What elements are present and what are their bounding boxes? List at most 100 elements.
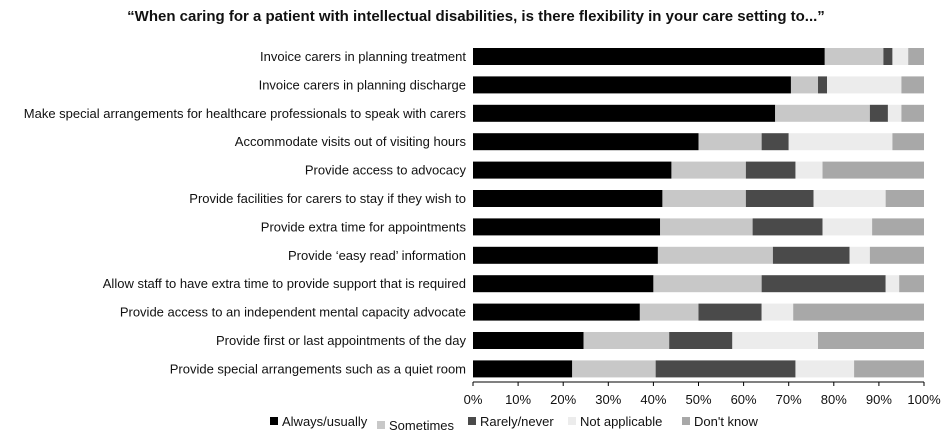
legend-label: Sometimes: [389, 418, 455, 433]
bar-segment-8-series-4: [849, 246, 870, 264]
bar-segment-12-series-4: [795, 360, 855, 378]
legend-label: Always/usually: [282, 414, 368, 429]
x-tick-label: 30%: [595, 392, 621, 407]
bar-segment-6-series-5: [885, 190, 924, 207]
bar-segment-3-series-1: [473, 104, 776, 122]
category-label: Provide access to advocacy: [305, 163, 467, 178]
bar-segment-3-series-3: [869, 104, 888, 122]
x-tick-label: 50%: [685, 392, 711, 407]
x-tick-label: 90%: [866, 392, 892, 407]
bar-segment-7-series-4: [822, 218, 873, 236]
bar-segment-1-series-4: [892, 48, 909, 65]
category-label: Provide special arrangements such as a q…: [170, 361, 466, 376]
bar-segment-4-series-3: [761, 133, 789, 151]
category-label: Make special arrangements for healthcare…: [24, 106, 467, 121]
bar-segment-11-series-4: [732, 332, 819, 349]
bar-segment-7-series-2: [660, 218, 753, 236]
category-label: Provide facilities for carers to stay if…: [189, 191, 466, 206]
legend-label: Don't know: [694, 414, 759, 429]
bar-segment-6-series-1: [473, 190, 663, 207]
bar-segment-6-series-3: [745, 190, 814, 207]
bar-segment-2-series-3: [818, 76, 828, 94]
legend-label: Not applicable: [580, 414, 662, 429]
x-tick-label: 10%: [505, 392, 531, 407]
bar-segment-3-series-2: [775, 104, 870, 122]
bar-segment-5-series-3: [745, 161, 796, 179]
x-tick-label: 60%: [731, 392, 757, 407]
bar-segment-1-series-3: [883, 48, 893, 65]
legend-swatch: [270, 417, 278, 425]
bar-segment-11-series-1: [473, 332, 584, 349]
chart-title: “When caring for a patient with intellec…: [127, 8, 825, 25]
bars-group: [473, 48, 924, 378]
bar-segment-2-series-4: [827, 76, 902, 94]
bar-segment-6-series-4: [813, 190, 886, 207]
bar-segment-10-series-4: [761, 303, 794, 321]
bar-segment-12-series-2: [572, 360, 656, 378]
legend-swatch: [468, 417, 476, 425]
bar-segment-2-series-5: [901, 76, 924, 94]
x-tick-label: 20%: [550, 392, 576, 407]
bar-segment-1-series-2: [824, 48, 884, 65]
bar-segment-8-series-1: [473, 246, 658, 264]
bar-segment-5-series-1: [473, 161, 672, 179]
bar-segment-4-series-2: [698, 133, 762, 151]
bar-segment-9-series-4: [885, 275, 900, 293]
category-label: Provide access to an independent mental …: [120, 305, 466, 320]
bar-segment-6-series-2: [662, 190, 746, 207]
bar-segment-3-series-5: [901, 104, 924, 122]
bar-segment-3-series-4: [887, 104, 902, 122]
category-label: Provide first or last appointments of th…: [216, 333, 467, 348]
bar-segment-12-series-3: [655, 360, 796, 378]
bar-segment-1-series-5: [908, 48, 924, 65]
bar-segment-11-series-3: [669, 332, 733, 349]
bar-segment-2-series-1: [473, 76, 791, 94]
legend-item: Sometimes: [377, 418, 455, 433]
bar-segment-5-series-2: [671, 161, 746, 179]
bar-segment-1-series-1: [473, 48, 825, 65]
legend-label: Rarely/never: [480, 414, 554, 429]
category-label: Provide extra time for appointments: [261, 219, 467, 234]
category-label: Accommodate visits out of visiting hours: [235, 134, 467, 149]
legend-item: Don't know: [682, 414, 759, 429]
x-axis: 0% 10% 20% 30% 40% 50% 60% 70% 80% 90% 100%: [464, 381, 941, 407]
bar-segment-10-series-5: [793, 303, 924, 321]
x-tick-label: 80%: [821, 392, 847, 407]
bar-segment-9-series-1: [473, 275, 654, 293]
x-tick-label: 100%: [907, 392, 941, 407]
legend-item: Not applicable: [568, 414, 662, 429]
legend-item: Rarely/never: [468, 414, 554, 429]
bar-segment-8-series-2: [657, 246, 773, 264]
bar-segment-9-series-3: [761, 275, 886, 293]
bar-segment-12-series-1: [473, 360, 573, 378]
category-label: Invoice carers in planning discharge: [259, 77, 466, 92]
bar-segment-8-series-3: [772, 246, 850, 264]
category-label: Invoice carers in planning treatment: [260, 49, 466, 64]
category-label: Allow staff to have extra time to provid…: [103, 276, 466, 291]
x-tick-label: 40%: [640, 392, 666, 407]
bar-segment-2-series-2: [790, 76, 819, 94]
bar-segment-10-series-1: [473, 303, 640, 321]
legend-swatch: [682, 417, 690, 425]
x-tick-label: 0%: [464, 392, 483, 407]
bar-segment-7-series-1: [473, 218, 661, 236]
bar-segment-4-series-1: [473, 133, 699, 151]
bar-segment-7-series-3: [752, 218, 823, 236]
bar-segment-5-series-5: [822, 161, 924, 179]
bar-segment-9-series-2: [653, 275, 762, 293]
bar-segment-10-series-3: [698, 303, 762, 321]
category-label: Provide ‘easy read’ information: [288, 248, 466, 263]
bar-segment-9-series-5: [899, 275, 924, 293]
legend: Always/usually Sometimes Rarely/never Not a…: [270, 414, 759, 433]
bar-segment-5-series-4: [795, 161, 823, 179]
bar-segment-11-series-5: [818, 332, 924, 349]
category-labels: Invoice carers in planning treatment Invo…: [24, 49, 467, 376]
bar-segment-7-series-5: [872, 218, 924, 236]
bar-segment-4-series-5: [892, 133, 924, 151]
bar-segment-8-series-5: [869, 246, 924, 264]
bar-segment-11-series-2: [583, 332, 670, 349]
legend-swatch: [377, 421, 385, 429]
bar-segment-4-series-4: [788, 133, 893, 151]
legend-item: Always/usually: [270, 414, 368, 429]
